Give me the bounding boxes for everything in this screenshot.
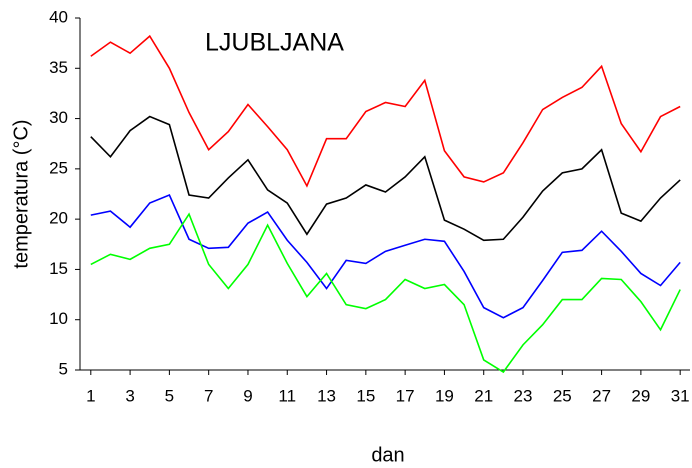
y-tick-label: 10 <box>49 309 68 328</box>
line-series <box>90 115 681 242</box>
y-tick-label: 15 <box>49 259 68 278</box>
y-tick-label: 25 <box>49 158 68 177</box>
x-tick-label: 29 <box>631 386 650 405</box>
line-series <box>90 34 681 188</box>
x-tick-label: 5 <box>165 386 174 405</box>
y-tick-label: 30 <box>49 108 68 127</box>
chart-title: LJUBLJANA <box>205 29 344 57</box>
x-tick-label: 1 <box>86 386 95 405</box>
x-tick-label: 13 <box>317 386 336 405</box>
y-tick-label: 20 <box>49 209 68 228</box>
x-tick-label: 11 <box>278 386 296 405</box>
x-tick-label: 3 <box>125 386 134 405</box>
x-tick-label: 23 <box>514 386 533 405</box>
y-tick-label: 35 <box>49 58 68 77</box>
y-tick-label: 5 <box>59 359 68 378</box>
line-series <box>90 212 681 374</box>
line-series <box>90 193 681 319</box>
x-tick-label: 25 <box>553 386 572 405</box>
x-tick-label: 21 <box>474 386 493 405</box>
y-axis-label: temperatura (°C) <box>10 119 32 268</box>
x-tick-label: 27 <box>592 386 611 405</box>
x-tick-label: 19 <box>435 386 454 405</box>
x-tick-label: 15 <box>356 386 375 405</box>
x-tick-label: 9 <box>243 386 252 405</box>
y-tick-label: 40 <box>49 7 68 26</box>
x-tick-label: 7 <box>204 386 213 405</box>
x-axis-label: dan <box>371 444 404 466</box>
x-tick-label: 31 <box>671 386 690 405</box>
x-tick-label: 17 <box>396 386 415 405</box>
